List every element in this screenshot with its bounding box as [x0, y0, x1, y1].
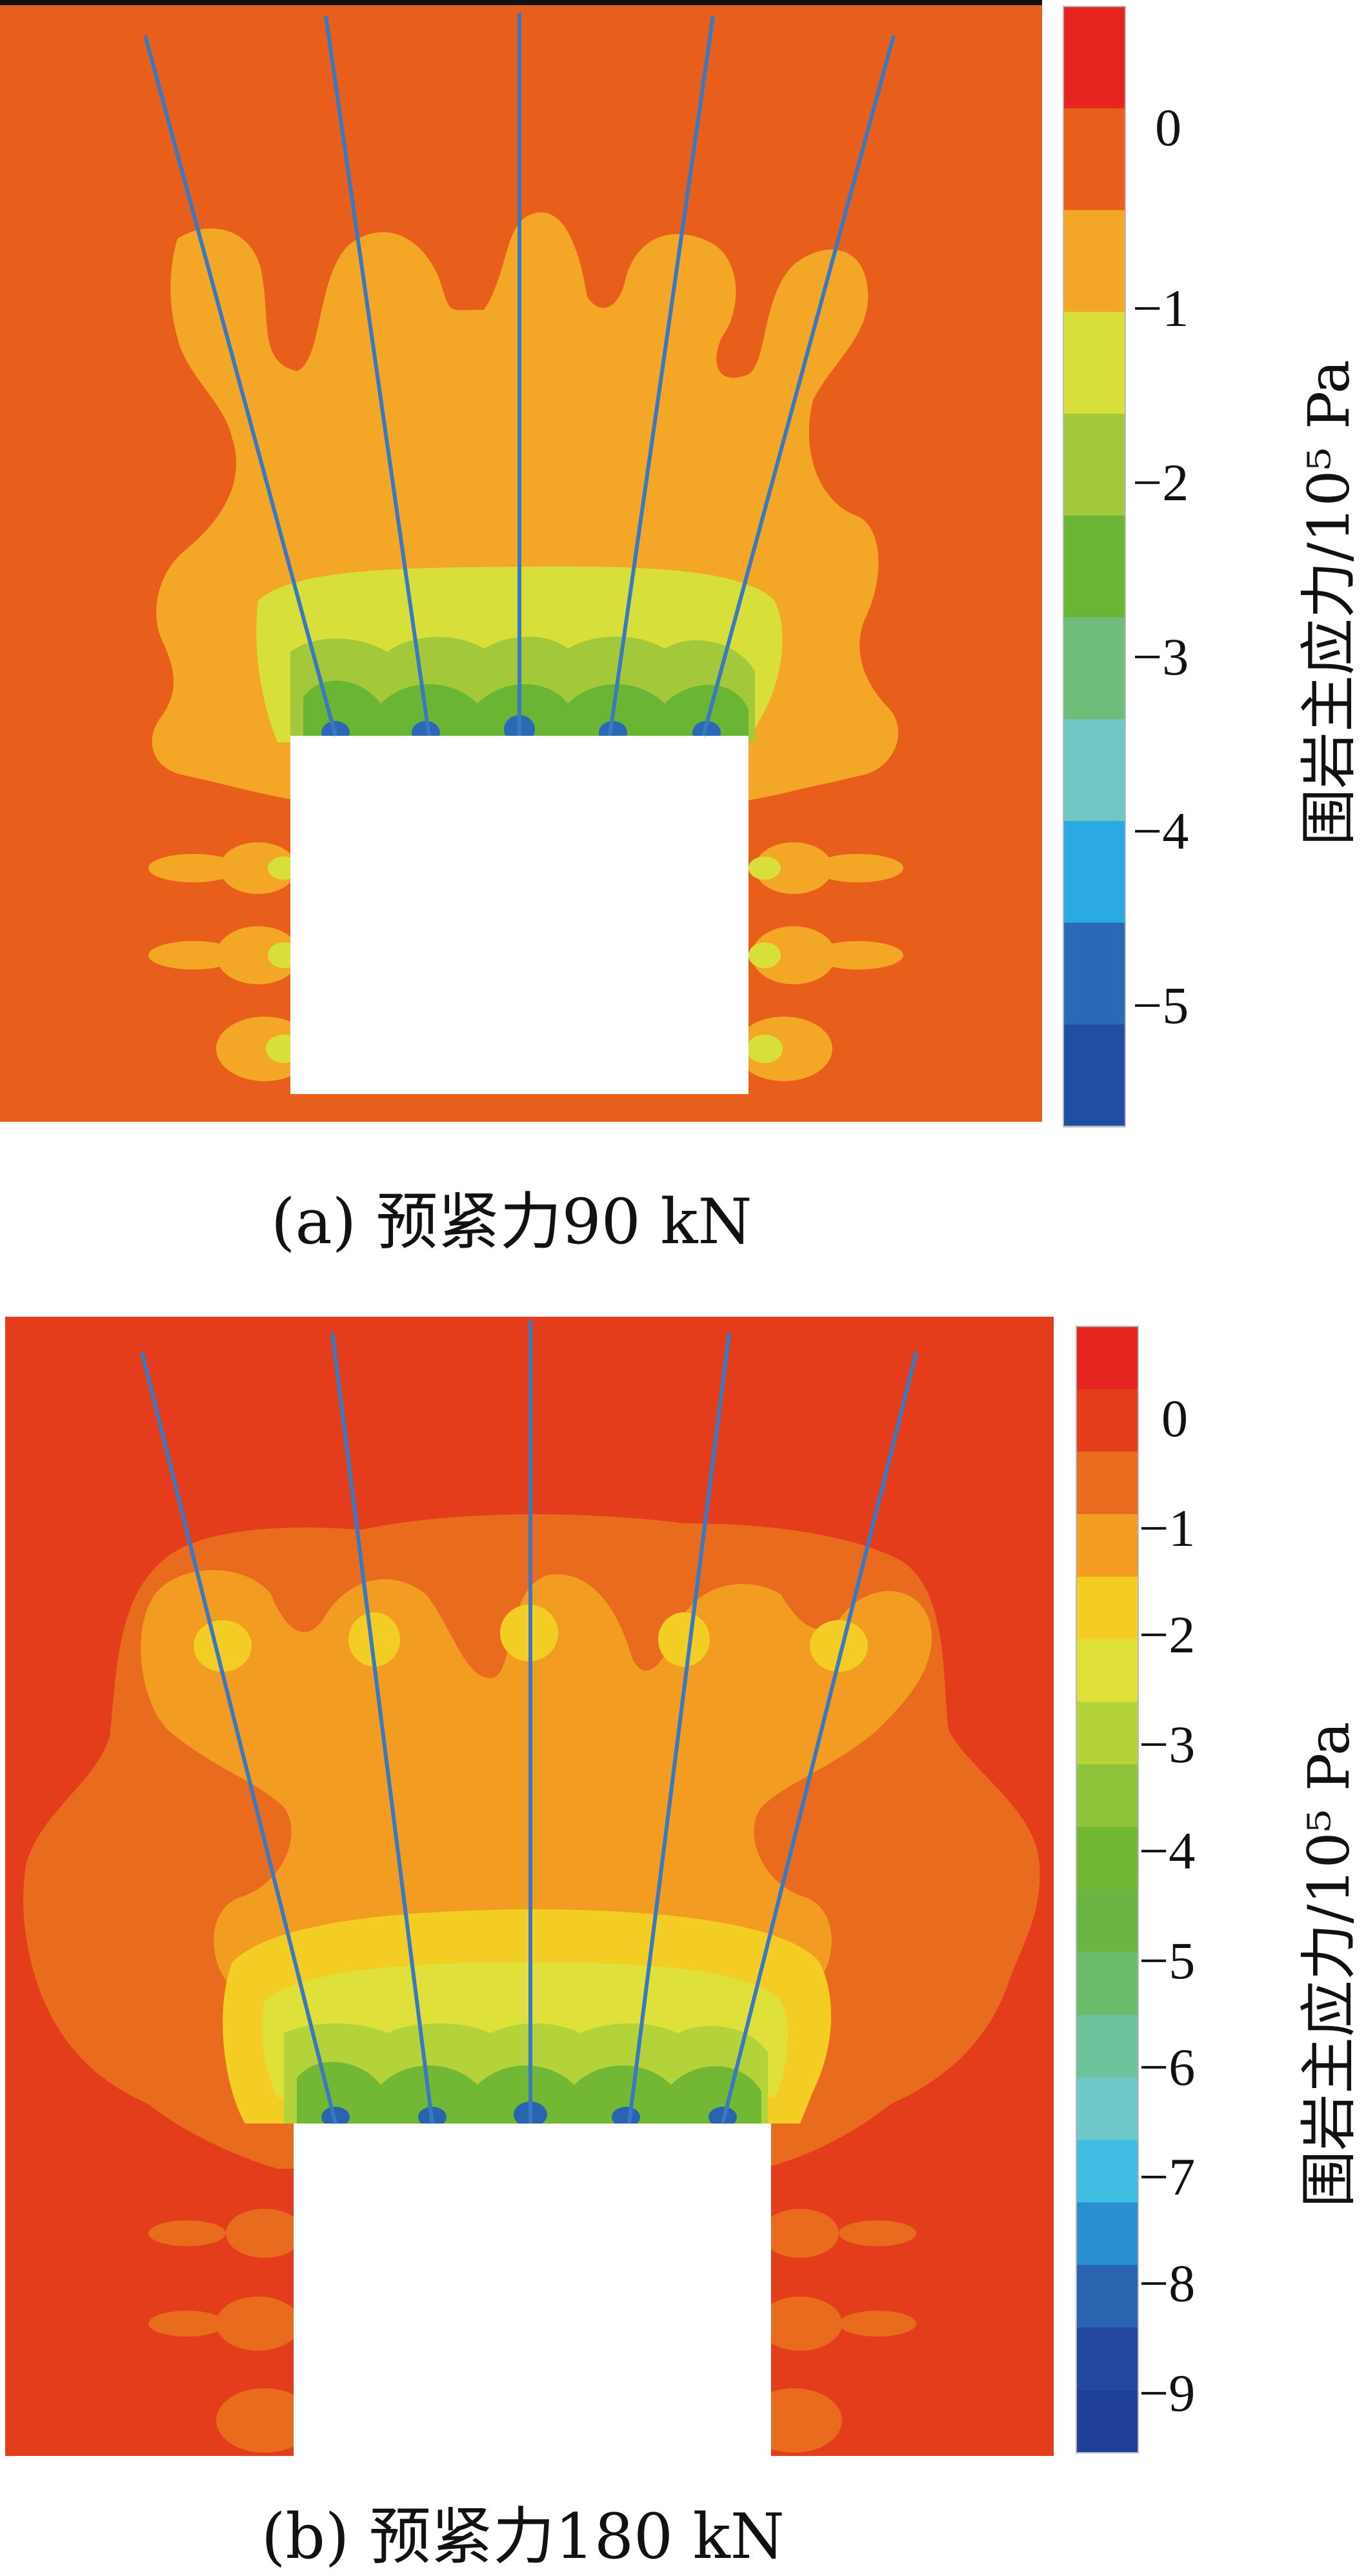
anchor-cable [330, 1332, 434, 2124]
colorbar-title: 围岩主应力/10⁵ Pa [1296, 360, 1362, 846]
colorbar-tick: −4 [1139, 1821, 1195, 1880]
anchor-cable [608, 15, 715, 736]
colorbar-tick: −2 [1132, 453, 1189, 512]
figure-caption: (b) 预紧力180 kN [261, 2500, 785, 2573]
colorbar-swatch [1076, 2077, 1138, 2141]
figure-a: 0 −1 −2 −3 −4 −5 围岩主应力/10⁵ Pa (a) 预紧力90 … [0, 0, 1366, 1265]
colorbar-swatch [1076, 2014, 1138, 2078]
colorbar-swatch [1076, 2140, 1138, 2204]
anchor-cable [701, 35, 896, 736]
colorbar-tick: −2 [1139, 1605, 1195, 1664]
colorbar-tick: 0 [1161, 1389, 1188, 1448]
colorbar-swatch [1076, 1514, 1138, 1577]
colorbar-tick: −9 [1139, 2364, 1195, 2422]
colorbar-swatch [1063, 515, 1125, 618]
tunnel-opening [294, 2124, 771, 2456]
colorbar-tick: −1 [1132, 279, 1189, 338]
crown-hotspots [194, 1605, 868, 1672]
colorbar-tick: −6 [1139, 2038, 1195, 2096]
colorbar-swatch [1063, 6, 1125, 109]
colorbar-swatch [1063, 922, 1125, 1026]
colorbar-swatch [1076, 1388, 1138, 1452]
colorbar-swatch [1076, 2265, 1138, 2329]
colorbar-tick: −3 [1139, 1715, 1195, 1774]
colorbar-swatch [1076, 1576, 1138, 1640]
stress-contour-b: 0 −1 −2 −3 −4 −5 −6 −7 −8 −9 围岩主应力/10⁵ P… [5, 1317, 1362, 2456]
colorbar-tick: −5 [1139, 1931, 1195, 1990]
colorbar-tick: −1 [1139, 1499, 1195, 1557]
colorbar-swatch [1076, 1764, 1138, 1828]
colorbar-outline [1076, 1326, 1139, 2453]
colorbar-tick: −5 [1132, 976, 1189, 1035]
contour-field-a [0, 0, 1042, 1122]
colorbar-swatch [1063, 312, 1125, 415]
colorbar-tick: −8 [1139, 2254, 1195, 2313]
anchor-cable [721, 1352, 918, 2124]
colorbar-swatch [1076, 1827, 1138, 1891]
colorbar-outline [1063, 6, 1126, 1127]
colorbar-ticks-b: 0 −1 −2 −3 −4 −5 −6 −7 −8 −9 [1139, 1389, 1195, 2422]
colorbar-swatch [1063, 108, 1125, 211]
colorbar-a [1063, 6, 1126, 1128]
colorbar-swatch [1076, 1451, 1138, 1515]
figure-b: 0 −1 −2 −3 −4 −5 −6 −7 −8 −9 围岩主应力/10⁵ P… [0, 1317, 1366, 2575]
figure-caption: (a) 预紧力90 kN [271, 1186, 752, 1258]
colorbar-swatch [1063, 210, 1125, 313]
anchor-cable [140, 1352, 337, 2124]
colorbar-swatch [1076, 1326, 1138, 1390]
colorbar-tick: 0 [1155, 98, 1181, 157]
colorbar-tick: −3 [1132, 627, 1189, 686]
colorbar-swatch [1076, 1889, 1138, 1953]
colorbar-swatch [1076, 2328, 1138, 2391]
colorbar-swatch [1076, 2202, 1138, 2266]
colorbar-swatch [1076, 1952, 1138, 2016]
colorbar-swatch [1063, 820, 1125, 924]
colorbar-tick: −7 [1139, 2147, 1195, 2206]
colorbar-swatch [1076, 1701, 1138, 1765]
anchor-cable [324, 15, 431, 736]
colorbar-swatch [1063, 413, 1125, 516]
colorbar-b [1076, 1326, 1139, 2454]
colorbar-swatch [1063, 719, 1125, 822]
colorbar-swatch [1076, 1639, 1138, 1703]
colorbar-title: 围岩主应力/10⁵ Pa [1296, 1721, 1362, 2207]
side-stress-lobes [148, 842, 903, 1081]
stress-contour-a: 0 −1 −2 −3 −4 −5 围岩主应力/10⁵ Pa [0, 0, 1362, 1128]
stress-zone-crown [141, 1570, 932, 1988]
anchor-cable [627, 1332, 731, 2124]
colorbar-swatch [1063, 1024, 1125, 1128]
anchor-cables [143, 13, 896, 736]
anchor-cables [140, 1320, 918, 2124]
colorbar-tick: −4 [1132, 802, 1189, 860]
colorbar-swatch [1076, 2390, 1138, 2454]
contour-field-b [5, 1317, 1054, 2456]
colorbar-ticks-a: 0 −1 −2 −3 −4 −5 [1132, 98, 1189, 1035]
anchor-cable [143, 35, 337, 736]
top-border [0, 0, 1042, 5]
tunnel-opening [290, 736, 748, 1094]
colorbar-swatch [1063, 617, 1125, 720]
